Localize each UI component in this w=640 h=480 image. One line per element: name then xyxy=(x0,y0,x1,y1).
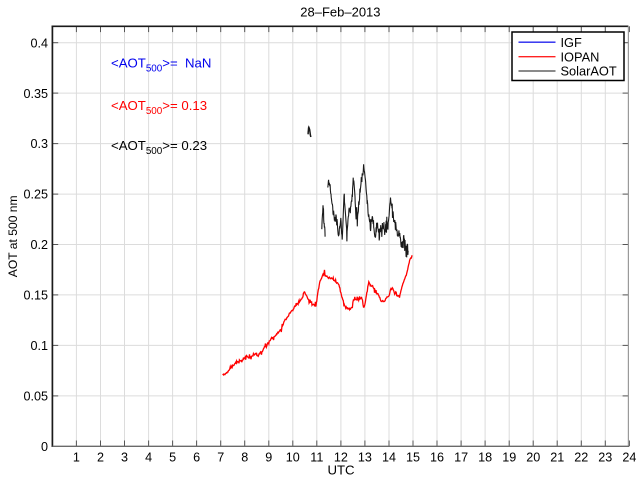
svg-text:3: 3 xyxy=(121,451,128,465)
svg-text:5: 5 xyxy=(169,451,176,465)
svg-text:7: 7 xyxy=(217,451,224,465)
svg-text:0.35: 0.35 xyxy=(23,87,48,101)
svg-text:9: 9 xyxy=(265,451,272,465)
svg-text:IGF: IGF xyxy=(561,35,583,50)
svg-text:4: 4 xyxy=(145,451,152,465)
svg-text:8: 8 xyxy=(241,451,248,465)
svg-text:SolarAOT: SolarAOT xyxy=(561,64,617,79)
svg-text:14: 14 xyxy=(382,451,396,465)
svg-text:24: 24 xyxy=(622,451,636,465)
svg-text:13: 13 xyxy=(358,451,372,465)
svg-text:19: 19 xyxy=(502,451,516,465)
svg-text:15: 15 xyxy=(406,451,420,465)
svg-text:20: 20 xyxy=(526,451,540,465)
svg-text:23: 23 xyxy=(598,451,612,465)
svg-text:0.25: 0.25 xyxy=(23,188,48,202)
svg-text:6: 6 xyxy=(193,451,200,465)
svg-text:16: 16 xyxy=(430,451,444,465)
svg-text:22: 22 xyxy=(574,451,588,465)
svg-text:0.2: 0.2 xyxy=(30,238,48,252)
svg-text:12: 12 xyxy=(334,451,348,465)
svg-text:0.1: 0.1 xyxy=(30,339,48,353)
svg-text:<AOT500>= 0.13: <AOT500>= 0.13 xyxy=(111,98,207,117)
svg-text:0.15: 0.15 xyxy=(23,289,48,303)
svg-text:<AOT500>= 0.23: <AOT500>= 0.23 xyxy=(111,138,207,157)
svg-text:0: 0 xyxy=(41,440,48,454)
svg-text:IOPAN: IOPAN xyxy=(561,49,600,64)
svg-text:18: 18 xyxy=(478,451,492,465)
svg-text:11: 11 xyxy=(310,451,323,465)
svg-text:0.4: 0.4 xyxy=(30,36,48,50)
svg-text:21: 21 xyxy=(550,451,564,465)
svg-text:AOT at 500 nm: AOT at 500 nm xyxy=(6,195,20,277)
svg-text:<AOT500>= NaN: <AOT500>= NaN xyxy=(111,56,211,75)
svg-text:17: 17 xyxy=(454,451,468,465)
svg-text:0.3: 0.3 xyxy=(30,137,48,151)
svg-text:10: 10 xyxy=(286,451,300,465)
svg-text:2: 2 xyxy=(97,451,104,465)
svg-text:UTC: UTC xyxy=(327,463,355,478)
svg-text:28–Feb–2013: 28–Feb–2013 xyxy=(300,5,380,20)
svg-text:0.05: 0.05 xyxy=(23,390,48,404)
svg-text:1: 1 xyxy=(73,451,80,465)
